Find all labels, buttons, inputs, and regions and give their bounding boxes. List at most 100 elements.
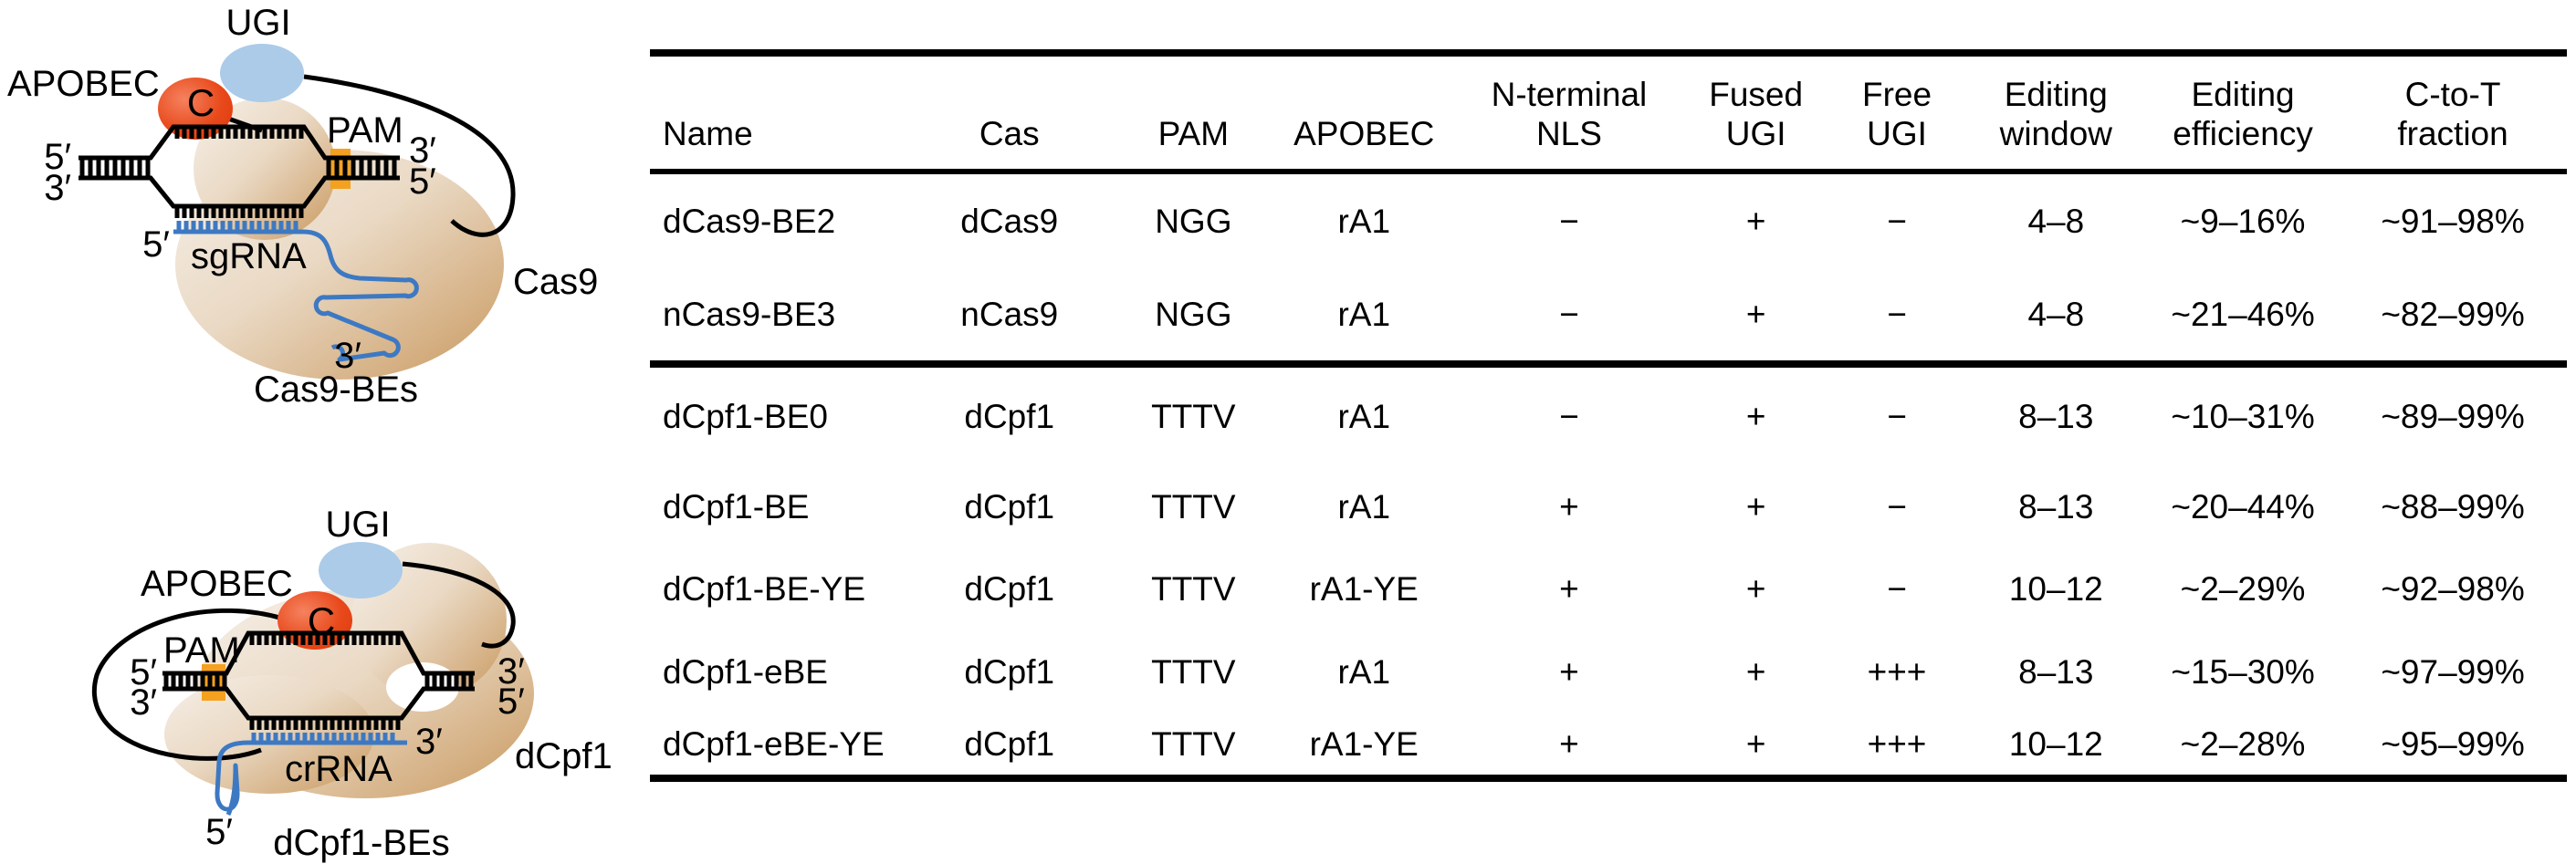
pam-label: PAM bbox=[327, 110, 403, 151]
cell-apobec: rA1-YE bbox=[1309, 570, 1419, 608]
table-row-dcpf1-be-ye: dCpf1-BE-YE dCpf1 TTTV rA1-YE + + − 10–1… bbox=[650, 548, 2567, 630]
col-header-pam: PAM bbox=[1157, 115, 1230, 153]
cell-fused-ugi: + bbox=[1745, 488, 1766, 526]
cell-efficiency: ~2–28% bbox=[2180, 725, 2306, 763]
cell-free-ugi: − bbox=[1887, 488, 1907, 526]
sgrna-strand bbox=[173, 221, 419, 362]
cell-name: dCas9-BE2 bbox=[663, 202, 836, 240]
ugi-linker-curve bbox=[402, 561, 516, 649]
cell-fused-ugi: + bbox=[1745, 725, 1766, 763]
cell-window: 10–12 bbox=[2008, 570, 2103, 608]
sgrna-label: sgRNA bbox=[191, 236, 307, 276]
cell-pam: TTTV bbox=[1151, 725, 1236, 763]
col-header-name: Name bbox=[663, 115, 753, 153]
cell-apobec: rA1 bbox=[1337, 653, 1391, 691]
sgrna-3prime-label: 3′ bbox=[334, 336, 361, 376]
cell-fraction: ~88–99% bbox=[2381, 488, 2525, 526]
table-row-ncas9-be3: nCas9-BE3 nCas9 NGG rA1 − + − 4–8 ~21–46… bbox=[650, 268, 2567, 364]
table-header-row: Name Cas PAM APOBEC N-terminal NLS Fused… bbox=[650, 53, 2567, 172]
dcpf1-protein-label: dCpf1 bbox=[515, 736, 613, 776]
col-header-free-ugi: Free UGI bbox=[1861, 75, 1932, 153]
apobec-oval bbox=[158, 78, 233, 140]
cell-efficiency: ~20–44% bbox=[2171, 488, 2315, 526]
dna-left-top-label: 5′ bbox=[130, 652, 157, 692]
cell-apobec: rA1 bbox=[1337, 295, 1391, 333]
cell-pam: NGG bbox=[1155, 295, 1232, 333]
cell-apobec: rA1 bbox=[1337, 488, 1391, 526]
cell-fraction: ~82–99% bbox=[2381, 295, 2525, 333]
cell-free-ugi: +++ bbox=[1867, 653, 1927, 691]
cell-free-ugi: − bbox=[1887, 202, 1907, 240]
cell-cas: dCas9 bbox=[960, 202, 1059, 240]
cell-window: 8–13 bbox=[2018, 398, 2094, 435]
cell-name: dCpf1-eBE bbox=[663, 653, 828, 691]
cell-fraction: ~91–98% bbox=[2381, 202, 2525, 240]
dcpf1-diagram-title: dCpf1-BEs bbox=[273, 823, 449, 863]
cell-free-ugi: +++ bbox=[1867, 725, 1927, 763]
cell-nls: + bbox=[1559, 570, 1579, 608]
cell-window: 4–8 bbox=[2027, 202, 2085, 240]
cell-name: dCpf1-BE-YE bbox=[663, 570, 866, 608]
cell-nls: − bbox=[1559, 398, 1579, 435]
cell-name: dCpf1-BE bbox=[663, 488, 810, 526]
crrna-label: crRNA bbox=[285, 749, 393, 789]
cytosine-label: C bbox=[187, 81, 215, 124]
cell-name: dCpf1-eBE-YE bbox=[663, 725, 885, 763]
col-header-cas: Cas bbox=[979, 115, 1040, 153]
crrna-3prime-label: 3′ bbox=[415, 722, 443, 762]
cell-fused-ugi: + bbox=[1745, 570, 1766, 608]
dna-right-bottom-label: 5′ bbox=[497, 682, 525, 722]
col-header-editing-window: Editing window bbox=[1999, 75, 2113, 153]
cell-nls: + bbox=[1559, 725, 1579, 763]
cell-nls: − bbox=[1559, 202, 1579, 240]
ugi-label: UGI bbox=[225, 3, 290, 43]
cell-nls: − bbox=[1559, 295, 1579, 333]
dna-duplex bbox=[162, 630, 475, 730]
dna-left-bottom-label: 3′ bbox=[44, 168, 71, 208]
crrna-5prime-label: 5′ bbox=[205, 812, 233, 852]
cell-efficiency: ~9–16% bbox=[2180, 202, 2306, 240]
cell-cas: dCpf1 bbox=[964, 653, 1055, 691]
ugi-oval bbox=[319, 542, 403, 599]
cell-efficiency: ~15–30% bbox=[2171, 653, 2315, 691]
cell-window: 8–13 bbox=[2018, 653, 2094, 691]
crrna-strand bbox=[215, 733, 407, 817]
cell-free-ugi: − bbox=[1887, 570, 1907, 608]
cell-pam: TTTV bbox=[1151, 570, 1236, 608]
cas9-protein-label: Cas9 bbox=[513, 262, 598, 302]
dna-right-bottom-label: 5′ bbox=[409, 161, 436, 202]
cell-pam: TTTV bbox=[1151, 488, 1236, 526]
cas9-be-diagram: UGI APOBEC C PAM 5′ 3′ 3′ 5′ 5′ sgRNA 3′… bbox=[7, 3, 598, 410]
cell-apobec: rA1 bbox=[1337, 398, 1391, 435]
cell-pam: TTTV bbox=[1151, 653, 1236, 691]
col-header-fused-ugi: Fused UGI bbox=[1709, 75, 1804, 153]
cell-cas: dCpf1 bbox=[964, 725, 1055, 763]
cell-cas: nCas9 bbox=[960, 295, 1059, 333]
col-header-apobec: APOBEC bbox=[1293, 115, 1435, 153]
dcpf1-be-diagram: UGI APOBEC C PAM 5′ 3′ 3′ 5′ 3′ crRNA 5′… bbox=[91, 505, 613, 863]
dna-left-top-label: 5′ bbox=[44, 137, 71, 177]
col-header-editing-efficiency: Editing efficiency bbox=[2173, 75, 2313, 153]
cell-nls: + bbox=[1559, 488, 1579, 526]
cell-window: 4–8 bbox=[2027, 295, 2085, 333]
cas9-diagram-title: Cas9-BEs bbox=[254, 370, 418, 410]
cell-nls: + bbox=[1559, 653, 1579, 691]
cell-free-ugi: − bbox=[1887, 295, 1907, 333]
cell-fraction: ~92–98% bbox=[2381, 570, 2525, 608]
cell-free-ugi: − bbox=[1887, 398, 1907, 435]
table-row-dcas9-be2: dCas9-BE2 dCas9 NGG rA1 − + − 4–8 ~9–16%… bbox=[650, 172, 2567, 268]
dna-duplex bbox=[79, 124, 400, 218]
cell-efficiency: ~2–29% bbox=[2180, 570, 2306, 608]
ugi-linker-curve bbox=[303, 74, 516, 237]
cell-fraction: ~89–99% bbox=[2381, 398, 2525, 435]
pam-block bbox=[330, 149, 351, 189]
dna-right-top-label: 3′ bbox=[409, 130, 436, 171]
cell-pam: NGG bbox=[1155, 202, 1232, 240]
cell-cas: dCpf1 bbox=[964, 488, 1055, 526]
cell-name: nCas9-BE3 bbox=[663, 295, 836, 333]
cell-fused-ugi: + bbox=[1745, 398, 1766, 435]
table-row-dcpf1-be0: dCpf1-BE0 dCpf1 TTTV rA1 − + − 8–13 ~10–… bbox=[650, 364, 2567, 466]
dna-left-bottom-label: 3′ bbox=[130, 682, 157, 723]
cell-apobec: rA1 bbox=[1337, 202, 1391, 240]
